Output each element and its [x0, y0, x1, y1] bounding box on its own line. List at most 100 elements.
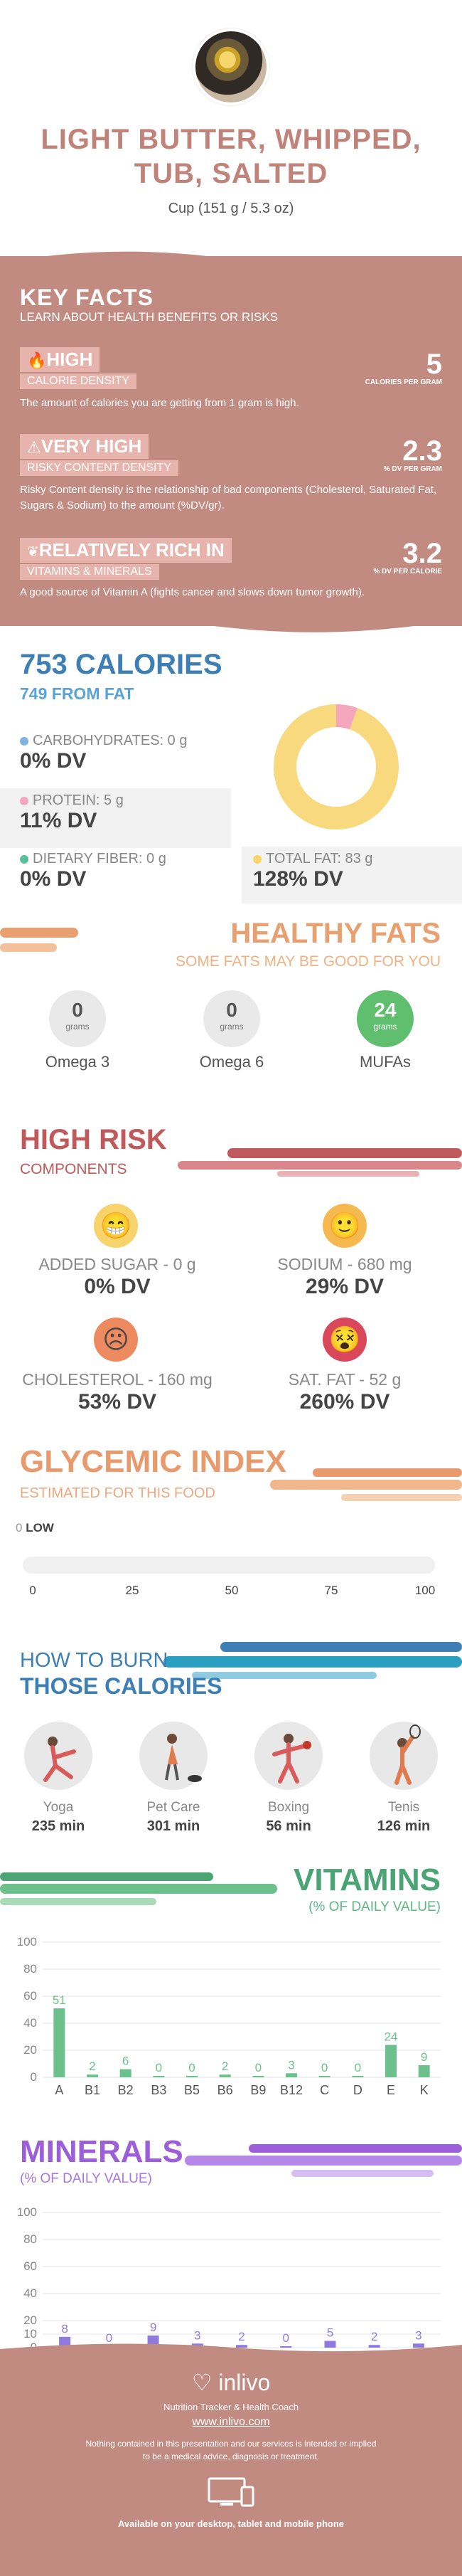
glycemic-title: GLYCEMIC INDEX: [20, 1444, 286, 1479]
activity-minutes: 126 min: [377, 1818, 431, 1834]
fact-calorie-density: 🔥HIGH CALORIE DENSITY: [20, 347, 137, 389]
donut-protein-slice: [274, 704, 399, 829]
dizzy-face-icon: 😵: [323, 1318, 367, 1362]
high-risk-subtitle: COMPONENTS: [20, 1161, 127, 1177]
bar-value-label: 9: [150, 2321, 156, 2334]
y-tick-label: 100: [17, 1935, 37, 1949]
bar-value-label: 0: [321, 2061, 328, 2074]
y-tick-label: 60: [23, 2259, 37, 2273]
vitamins-bar-chart: 0 20 40 60 80 100 51 A 2 B1 6 B2 0 B3 0 B5 2 B6 0 B9 3 B12 0 C 0…: [17, 1935, 441, 2097]
risk-sodium-dv: 29% DV: [305, 1275, 385, 1298]
x-tick-label: B2: [118, 2083, 134, 2097]
gi-tick: 25: [125, 1584, 139, 1597]
fact-unit: % DV PER CALORIE: [373, 568, 442, 576]
inlivo-logo[interactable]: ♡ inlivo: [191, 2370, 271, 2395]
bar: [236, 2345, 247, 2348]
x-tick-label: B6: [217, 2083, 233, 2097]
bar-value-label: 51: [53, 1993, 66, 2007]
burn-title: HOW TO BURN: [20, 1649, 168, 1672]
fact-label: CALORIE DENSITY: [20, 373, 137, 389]
risk-added-sugar-dv: 0% DV: [84, 1275, 151, 1298]
risk-added-sugar-label: ADDED SUGAR - 0 g: [38, 1255, 196, 1273]
burn-title-2: THOSE CALORIES: [20, 1673, 222, 1699]
bar: [352, 2076, 364, 2077]
omega3-circle: 0 grams: [49, 990, 106, 1047]
bar-value-label: 2: [371, 2330, 377, 2343]
y-tick-label: 60: [23, 1989, 37, 2003]
fact-unit: % DV PER GRAM: [383, 465, 442, 473]
bar: [219, 2074, 231, 2077]
y-tick-label: 40: [23, 2286, 37, 2300]
bar-value-label: 3: [194, 2328, 200, 2342]
bar-value-label: 0: [282, 2331, 289, 2345]
protein-row-bg: [0, 788, 231, 848]
vitamins-title: VITAMINS: [294, 1862, 441, 1897]
burn-deco: [163, 1642, 462, 1679]
x-tick-label: D: [353, 2083, 362, 2097]
risk-sodium-label: SODIUM - 680 mg: [277, 1255, 412, 1273]
key-facts-wave-bottom: [0, 612, 462, 632]
x-tick-label: E: [387, 2083, 395, 2097]
nutrient-protein: PROTEIN: 5 g 11% DV: [20, 793, 124, 832]
nutrient-fiber: DIETARY FIBER: 0 g 0% DV: [20, 851, 166, 891]
bar: [280, 2346, 292, 2348]
calories-from-fat: 749 FROM FAT: [20, 684, 134, 703]
bar: [119, 2069, 131, 2077]
risk-sat-fat-dv: 260% DV: [299, 1390, 390, 1414]
x-tick-label: B3: [151, 2083, 166, 2097]
bar: [318, 2076, 331, 2077]
glycemic-deco: [270, 1468, 462, 1501]
x-tick-label: B9: [250, 2083, 266, 2097]
gi-tick: 100: [414, 1584, 436, 1597]
activity-minutes: 301 min: [146, 1818, 200, 1834]
leaf-icon: ❦: [27, 544, 39, 560]
fact-label: VITAMINS & MINERALS: [20, 564, 159, 580]
glycemic-bar: [23, 1557, 435, 1574]
bar: [252, 2076, 264, 2077]
bar-value-label: 2: [89, 2060, 95, 2073]
x-tick-label: B1: [85, 2083, 100, 2097]
activity-label: Boxing: [267, 1800, 310, 1815]
healthy-fats-title: HEALTHY FATS: [230, 918, 441, 949]
high-risk-deco: [178, 1148, 462, 1177]
tennis-icon: [370, 1722, 438, 1790]
activity-label: Pet Care: [146, 1800, 200, 1815]
bar-value-label: 24: [385, 2030, 398, 2043]
footer-url[interactable]: www.inlivo.com: [192, 2416, 270, 2428]
bar-value-label: 3: [288, 2058, 294, 2072]
y-tick-label: 40: [23, 2016, 37, 2030]
bar: [324, 2341, 336, 2348]
y-tick-label: 20: [23, 2043, 37, 2057]
bar-value-label: 0: [156, 2061, 162, 2074]
fact-vitamins-minerals: ❦RELATIVELY RICH IN VITAMINS & MINERALS: [20, 538, 232, 580]
footer-devices: Available on your desktop, tablet and mo…: [117, 2518, 345, 2529]
vitamins-subtitle: (% OF DAILY VALUE): [308, 1899, 441, 1914]
bar: [286, 2073, 297, 2077]
fact-value: 3.2: [402, 538, 442, 569]
minerals-title: MINERALS: [20, 2134, 183, 2169]
food-title: LIGHT BUTTER, WHIPPED, TUB, SALTED: [41, 124, 421, 189]
risk-sat-fat-label: SAT. FAT - 52 g: [288, 1370, 402, 1389]
fact-risky-content: ⚠VERY HIGH RISKY CONTENT DENSITY: [20, 434, 178, 476]
pet-care-icon: [139, 1722, 208, 1790]
bar-value-label: 8: [61, 2322, 68, 2336]
bar: [186, 2076, 198, 2077]
bar-value-label: 9: [421, 2050, 427, 2064]
footer-disclaimer: Nothing contained in this presentation a…: [85, 2439, 377, 2449]
donut-fat-slice: [274, 704, 399, 829]
fact-unit: CALORIES PER GRAM: [365, 378, 442, 386]
nutrient-carbs: CARBOHYDRATES: 0 g 0% DV: [20, 733, 188, 773]
bar-value-label: 3: [415, 2328, 421, 2342]
glycemic-subtitle: ESTIMATED FOR THIS FOOD: [20, 1485, 215, 1501]
omega6-label: Omega 6: [199, 1053, 264, 1071]
bar-value-label: 0: [255, 2061, 262, 2074]
x-tick-label: B5: [184, 2083, 200, 2097]
fire-icon: 🔥: [27, 351, 47, 369]
footer: [0, 2359, 462, 2576]
protein-dot: [20, 796, 28, 805]
omega3-label: Omega 3: [45, 1053, 110, 1071]
carbs-dot: [20, 736, 28, 746]
x-tick-label: K: [420, 2083, 429, 2097]
fact-value: 5: [426, 349, 442, 380]
high-risk-title: HIGH RISK: [20, 1124, 167, 1155]
